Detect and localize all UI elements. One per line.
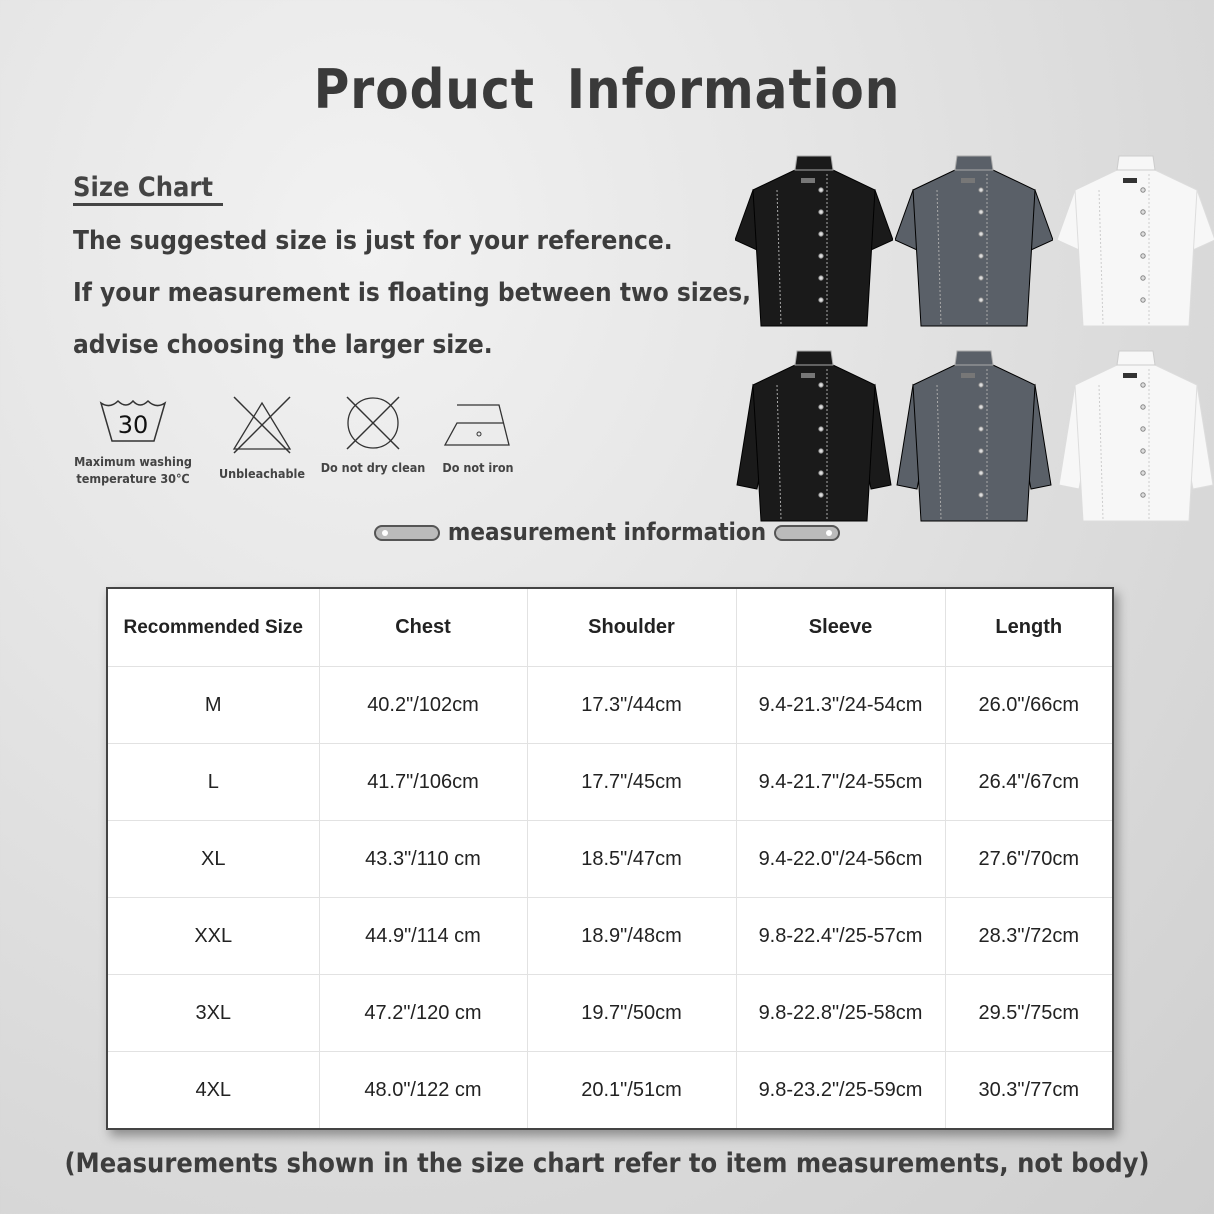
table-cell: L [106, 743, 320, 821]
wash-30-icon: 30 [99, 399, 167, 442]
table-cell: 28.3"/72cm [944, 897, 1114, 975]
care-label: Do not dry clean [320, 460, 426, 475]
table-row: M 40.2"/102cm 17.3"/44cm 9.4-21.3"/24-54cm 2… [106, 666, 1114, 744]
table-cell: 4XL [106, 1051, 320, 1130]
header-length: Length [944, 587, 1114, 667]
header-size: Recommended Size [106, 587, 320, 667]
measurement-heading: measurement information [0, 518, 1214, 546]
table-cell: 29.5"/75cm [944, 974, 1114, 1052]
jacket-icon [894, 155, 1054, 327]
size-note-line: If your measurement is floating between … [73, 278, 752, 308]
table-cell: 26.4"/67cm [944, 743, 1114, 821]
table-cell: 48.0"/122 cm [318, 1051, 528, 1130]
jacket-icon [1058, 350, 1214, 522]
table-row: XXL 44.9"/114 cm 18.9"/48cm 9.8-22.4"/25-57… [106, 897, 1114, 975]
table-cell: 41.7"/106cm [318, 743, 528, 821]
header-shoulder: Shoulder [526, 587, 737, 667]
header-sleeve: Sleeve [735, 587, 946, 667]
measurement-heading-text: measurement information [447, 518, 767, 546]
product-image-white-short-sleeve [1056, 150, 1214, 332]
care-label: Unbleachable [218, 466, 306, 481]
no-iron-icon [443, 404, 510, 446]
jacket-icon [736, 350, 892, 522]
table-cell: XL [106, 820, 320, 898]
product-image-black-short-sleeve [734, 150, 894, 332]
table-cell: 9.4-21.7"/24-55cm [735, 743, 946, 821]
size-chart-heading: Size Chart [73, 172, 223, 206]
table-cell: 9.8-23.2"/25-59cm [735, 1051, 946, 1130]
table-row: XL 43.3"/110 cm 18.5"/47cm 9.4-22.0"/24-56c… [106, 820, 1114, 898]
jacket-icon [1056, 155, 1214, 327]
decorative-pill-icon [774, 525, 841, 541]
product-image-grey-short-sleeve [894, 150, 1054, 332]
no-dry-clean-icon [346, 396, 400, 450]
table-cell: 47.2"/120 cm [318, 974, 528, 1052]
care-label: temperature 30℃ [76, 471, 190, 486]
table-cell: 17.7"/45cm [526, 743, 737, 821]
table-cell: 9.8-22.8"/25-58cm [735, 974, 946, 1052]
table-cell: 9.4-21.3"/24-54cm [735, 666, 946, 744]
header-chest: Chest [318, 587, 528, 667]
table-header-row: Recommended Size Chest Shoulder Sleeve L… [106, 587, 1114, 667]
table-cell: 18.5"/47cm [526, 820, 737, 898]
table-cell: 30.3"/77cm [944, 1051, 1114, 1130]
measurement-note: (Measurements shown in the size chart re… [64, 1148, 1150, 1179]
table-cell: 19.7"/50cm [526, 974, 737, 1052]
care-wash-30: 30 Maximum washing temperature 30℃ [68, 395, 198, 487]
care-label: Do not iron [442, 460, 514, 475]
table-cell: 17.3"/44cm [526, 666, 737, 744]
product-image-white-long-sleeve [1057, 345, 1214, 527]
table-cell: 20.1"/51cm [526, 1051, 737, 1130]
decorative-pill-icon [373, 525, 440, 541]
product-image-grey-long-sleeve [895, 345, 1053, 527]
table-cell: 40.2"/102cm [318, 666, 528, 744]
care-label: Maximum washing [74, 454, 192, 469]
table-cell: 9.8-22.4"/25-57cm [735, 897, 946, 975]
table-cell: 3XL [106, 974, 320, 1052]
care-no-bleach: Unbleachable [197, 395, 327, 482]
care-no-iron: Do not iron [413, 395, 543, 476]
table-cell: 26.0"/66cm [944, 666, 1114, 744]
table-cell: M [106, 666, 320, 744]
product-image-black-long-sleeve [735, 345, 893, 527]
size-note-line: The suggested size is just for your refe… [73, 226, 673, 256]
table-cell: 43.3"/110 cm [318, 820, 528, 898]
jacket-icon [734, 155, 894, 327]
svg-text:30: 30 [118, 411, 149, 439]
no-bleach-icon [232, 396, 292, 454]
table-cell: 44.9"/114 cm [318, 897, 528, 975]
table-row: 3XL 47.2"/120 cm 19.7"/50cm 9.8-22.8"/25-58… [106, 974, 1114, 1052]
care-no-dry-clean: Do not dry clean [308, 395, 438, 476]
table-row: L 41.7"/106cm 17.7"/45cm 9.4-21.7"/24-55cm 2… [106, 743, 1114, 821]
size-table: Recommended Size Chest Shoulder Sleeve L… [106, 587, 1114, 1130]
table-cell: XXL [106, 897, 320, 975]
page-title: Product Information [313, 58, 901, 121]
table-cell: 9.4-22.0"/24-56cm [735, 820, 946, 898]
table-cell: 18.9"/48cm [526, 897, 737, 975]
jacket-icon [896, 350, 1052, 522]
table-cell: 27.6"/70cm [944, 820, 1114, 898]
size-note-line: advise choosing the larger size. [73, 330, 493, 360]
table-row: 4XL 48.0"/122 cm 20.1"/51cm 9.8-23.2"/25-59… [106, 1051, 1114, 1130]
